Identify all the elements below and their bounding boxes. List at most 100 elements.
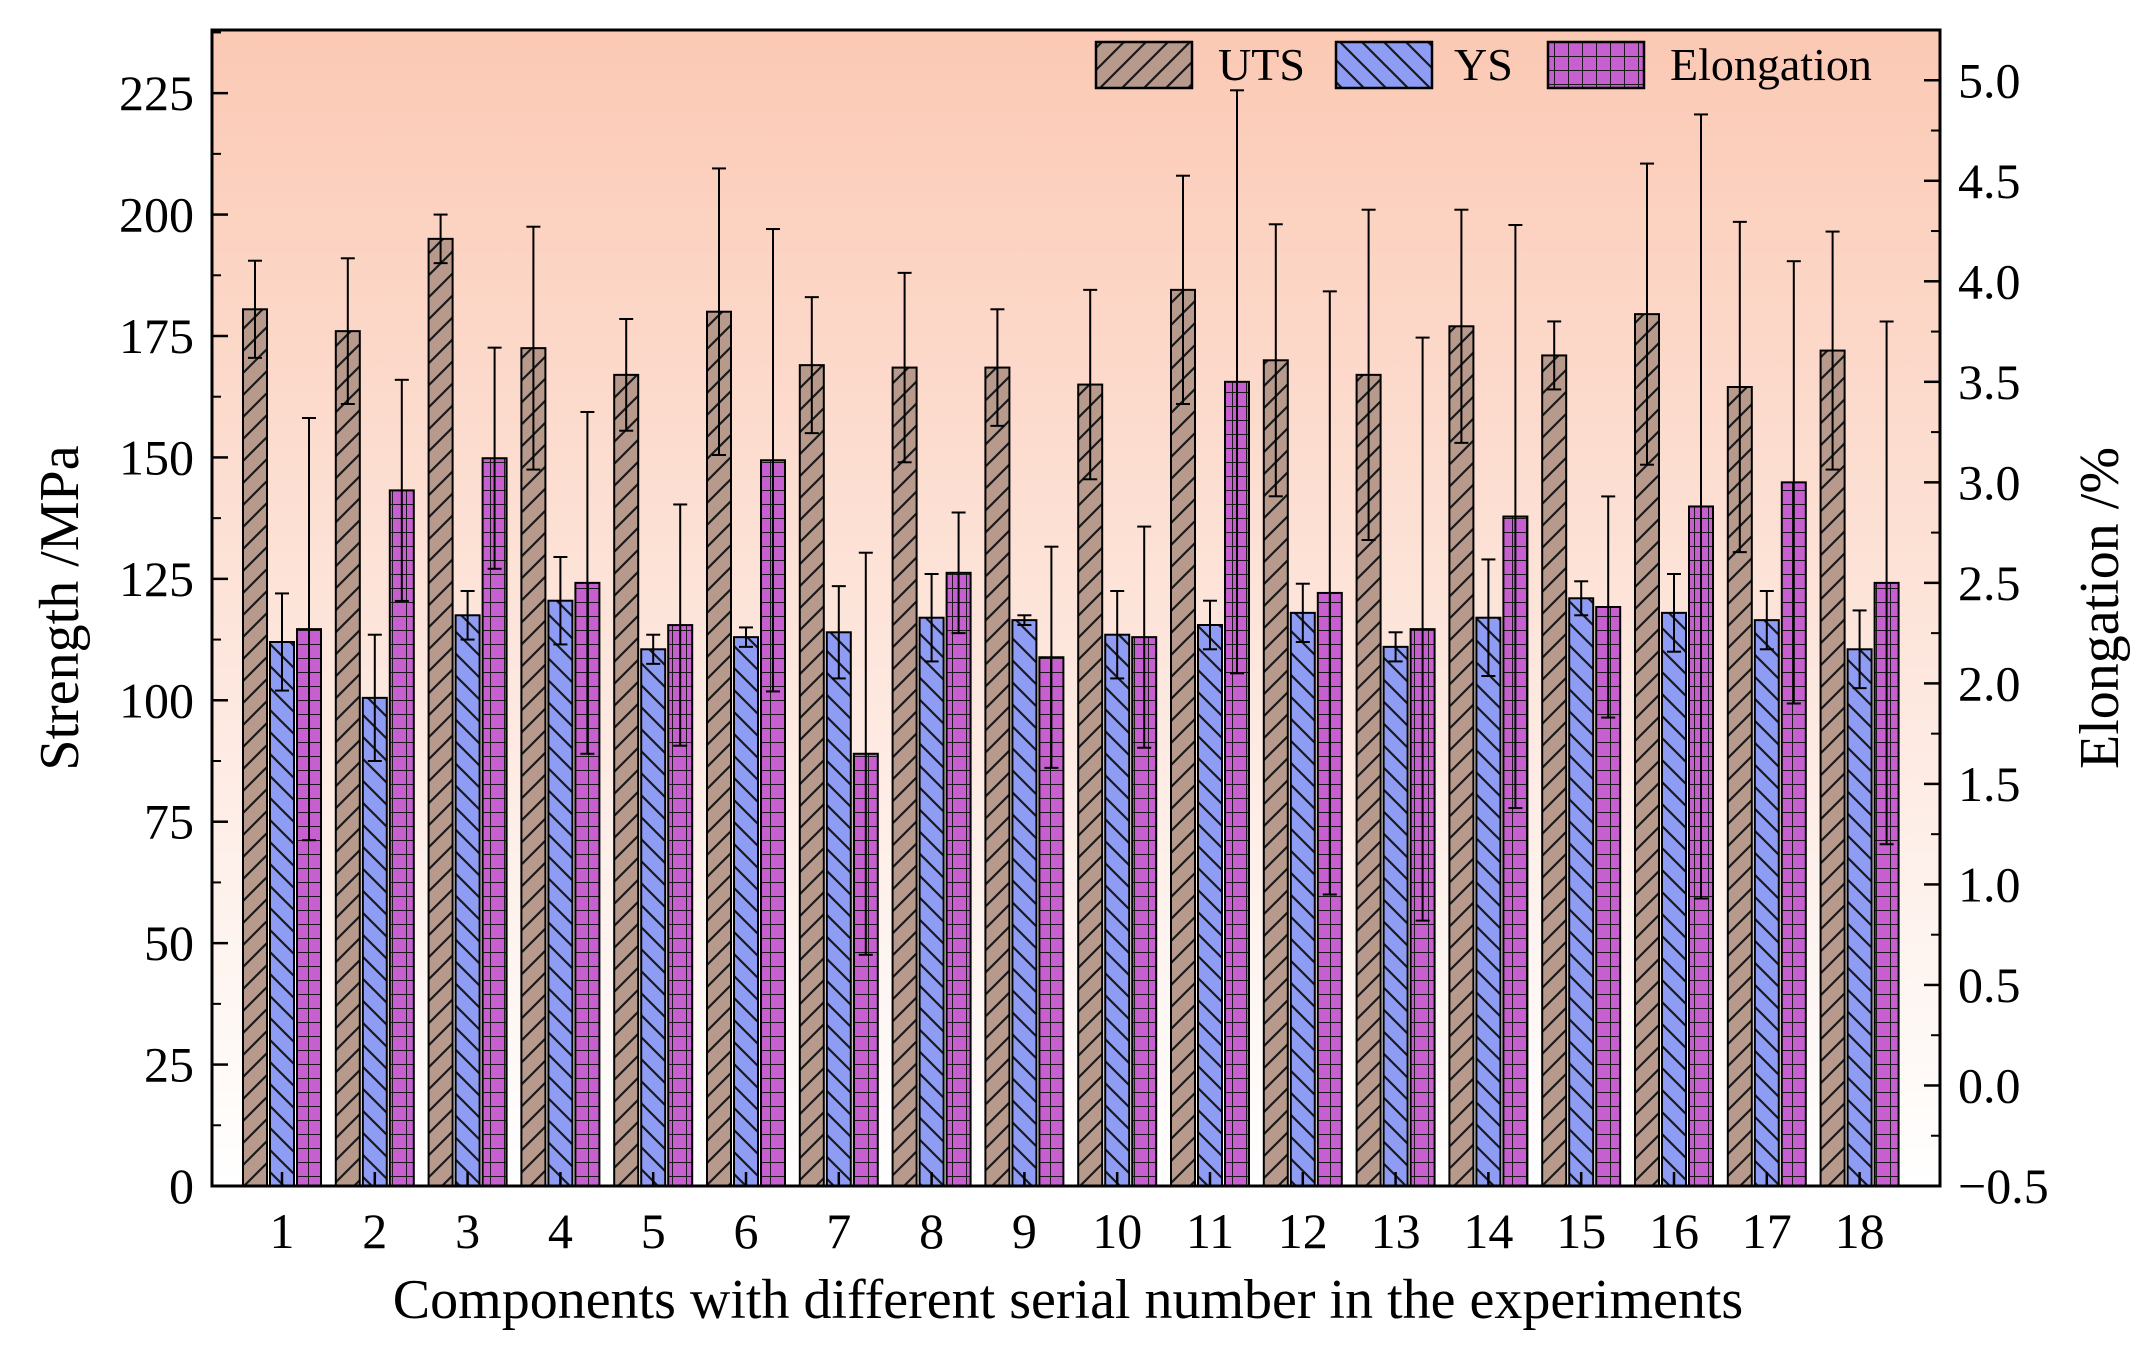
bar-uts-2 [334, 330, 361, 1187]
right-tick-label: 4.5 [1958, 153, 2021, 209]
errorbar-ys-5 [646, 633, 661, 665]
bar-uts-5 [613, 373, 640, 1188]
bar-hatch [1475, 616, 1502, 1187]
right-tick-label: −0.5 [1958, 1158, 2049, 1214]
bar-hatch [733, 636, 759, 1187]
x-tick-label: 17 [1742, 1203, 1792, 1259]
errorbar-uts-15 [1547, 320, 1562, 391]
errorbar-elongation-6 [766, 228, 780, 693]
legend-swatch-ys [1334, 40, 1434, 90]
x-tick-label: 14 [1463, 1203, 1513, 1259]
bar-hatch [1077, 383, 1104, 1188]
legend-label-ys: YS [1454, 39, 1513, 90]
bar-uts-6 [706, 310, 732, 1187]
bar-ys-1 [269, 641, 295, 1187]
x-tick-label: 7 [826, 1203, 851, 1259]
bar-hatch [918, 616, 945, 1187]
bar-hatch [1382, 645, 1409, 1187]
legend-label-uts: UTS [1218, 39, 1305, 90]
x-tick-label: 11 [1186, 1203, 1234, 1259]
errorbar-elongation-8 [951, 511, 966, 635]
errorbar-ys-8 [924, 573, 939, 663]
errorbar-uts-1 [248, 259, 262, 359]
bar-uts-7 [798, 364, 825, 1187]
errorbar-elongation-16 [1694, 113, 1708, 900]
errorbar-elongation-13 [1415, 336, 1430, 922]
legend-item-uts: UTS [1094, 39, 1305, 90]
right-tick-label: 0.0 [1958, 1057, 2021, 1113]
x-tick-label: 18 [1835, 1203, 1885, 1259]
errorbar-ys-15 [1574, 580, 1589, 617]
right-tick-label: 2.0 [1958, 655, 2021, 711]
bar-ys-6 [733, 636, 759, 1187]
right-tick-label: 0.5 [1958, 957, 2021, 1013]
left-tick-label: 100 [119, 672, 194, 728]
errorbar-elongation-3 [487, 346, 502, 570]
legend: UTS YS Elongation [1094, 39, 1872, 90]
errorbar-ys-2 [367, 633, 382, 762]
left-axis: 0 25 50 75 100 125 150 175 200 225 [119, 31, 228, 1214]
errorbar-ys-18 [1852, 609, 1867, 690]
bar-uts-8 [891, 366, 918, 1188]
x-axis-title: Components with different serial number … [393, 1269, 1743, 1331]
right-tick-label: 1.5 [1958, 756, 2021, 812]
bar-hatch [891, 366, 918, 1188]
bar-hatch [984, 366, 1011, 1188]
plot-frame [210, 28, 1942, 1188]
bar-elongation-5 [667, 624, 694, 1187]
bar-ys-11 [1197, 624, 1223, 1187]
errorbar-uts-13 [1361, 208, 1376, 541]
x-tick-label: 4 [548, 1203, 573, 1259]
bar-hatch [706, 310, 732, 1187]
bar-hatch [798, 364, 825, 1187]
x-tick-label: 10 [1092, 1203, 1142, 1259]
bar-ys-9 [1011, 619, 1038, 1187]
errorbar-elongation-2 [394, 378, 409, 602]
left-tick-label: 75 [144, 794, 194, 850]
errorbar-uts-18 [1825, 230, 1840, 471]
x-tick-label: 16 [1649, 1203, 1699, 1259]
errorbar-elongation-1 [302, 417, 316, 842]
errorbar-ys-16 [1667, 573, 1681, 653]
legend-swatch-uts [1094, 40, 1194, 90]
x-tick-label: 5 [641, 1203, 666, 1259]
bar-uts-11 [1170, 288, 1196, 1188]
x-tick-label: 1 [270, 1203, 295, 1259]
bar-hatch [1780, 481, 1807, 1187]
bar-ys-8 [918, 616, 945, 1187]
errorbar-elongation-5 [673, 503, 688, 747]
x-tick-label: 3 [455, 1203, 480, 1259]
bar-uts-15 [1541, 354, 1568, 1187]
bar-ys-14 [1475, 616, 1502, 1187]
left-tick-label: 50 [144, 915, 194, 971]
errorbar-elongation-7 [858, 551, 873, 956]
left-tick-label: 225 [119, 65, 194, 121]
bar-uts-14 [1448, 325, 1475, 1187]
left-tick-label: 0 [169, 1158, 194, 1214]
errorbar-ys-12 [1295, 582, 1310, 643]
bars [242, 237, 1900, 1188]
bar-uts-9 [984, 366, 1011, 1188]
left-tick-label: 175 [119, 308, 194, 364]
errorbar-ys-1 [275, 592, 289, 692]
bar-uts-3 [427, 237, 454, 1188]
left-tick-label: 25 [144, 1037, 194, 1093]
bar-hatch [825, 631, 852, 1187]
errorbar-elongation-15 [1601, 495, 1616, 719]
bar-uts-4 [520, 347, 547, 1187]
left-tick-label: 150 [119, 429, 194, 485]
bar-hatch [1448, 325, 1475, 1187]
x-tick-label: 12 [1278, 1203, 1328, 1259]
right-axis: −0.5 0.0 0.5 1.0 1.5 2.0 2.5 3.0 3.5 4.0 4.5 5.0 [1924, 52, 2049, 1214]
errorbar-uts-11 [1176, 174, 1190, 405]
errorbar-elongation-11 [1230, 89, 1244, 675]
errorbar-uts-9 [990, 308, 1005, 427]
bar-hatch [1541, 354, 1568, 1187]
right-tick-label: 3.5 [1958, 354, 2021, 410]
x-tick-label: 13 [1371, 1203, 1421, 1259]
x-axis: 1 2 3 4 5 6 7 8 9 10 11 12 13 14 15 16 17 18 [270, 1172, 1885, 1259]
errorbar-ys-7 [831, 585, 846, 680]
right-tick-label: 2.5 [1958, 555, 2021, 611]
errorbar-uts-16 [1640, 162, 1654, 466]
